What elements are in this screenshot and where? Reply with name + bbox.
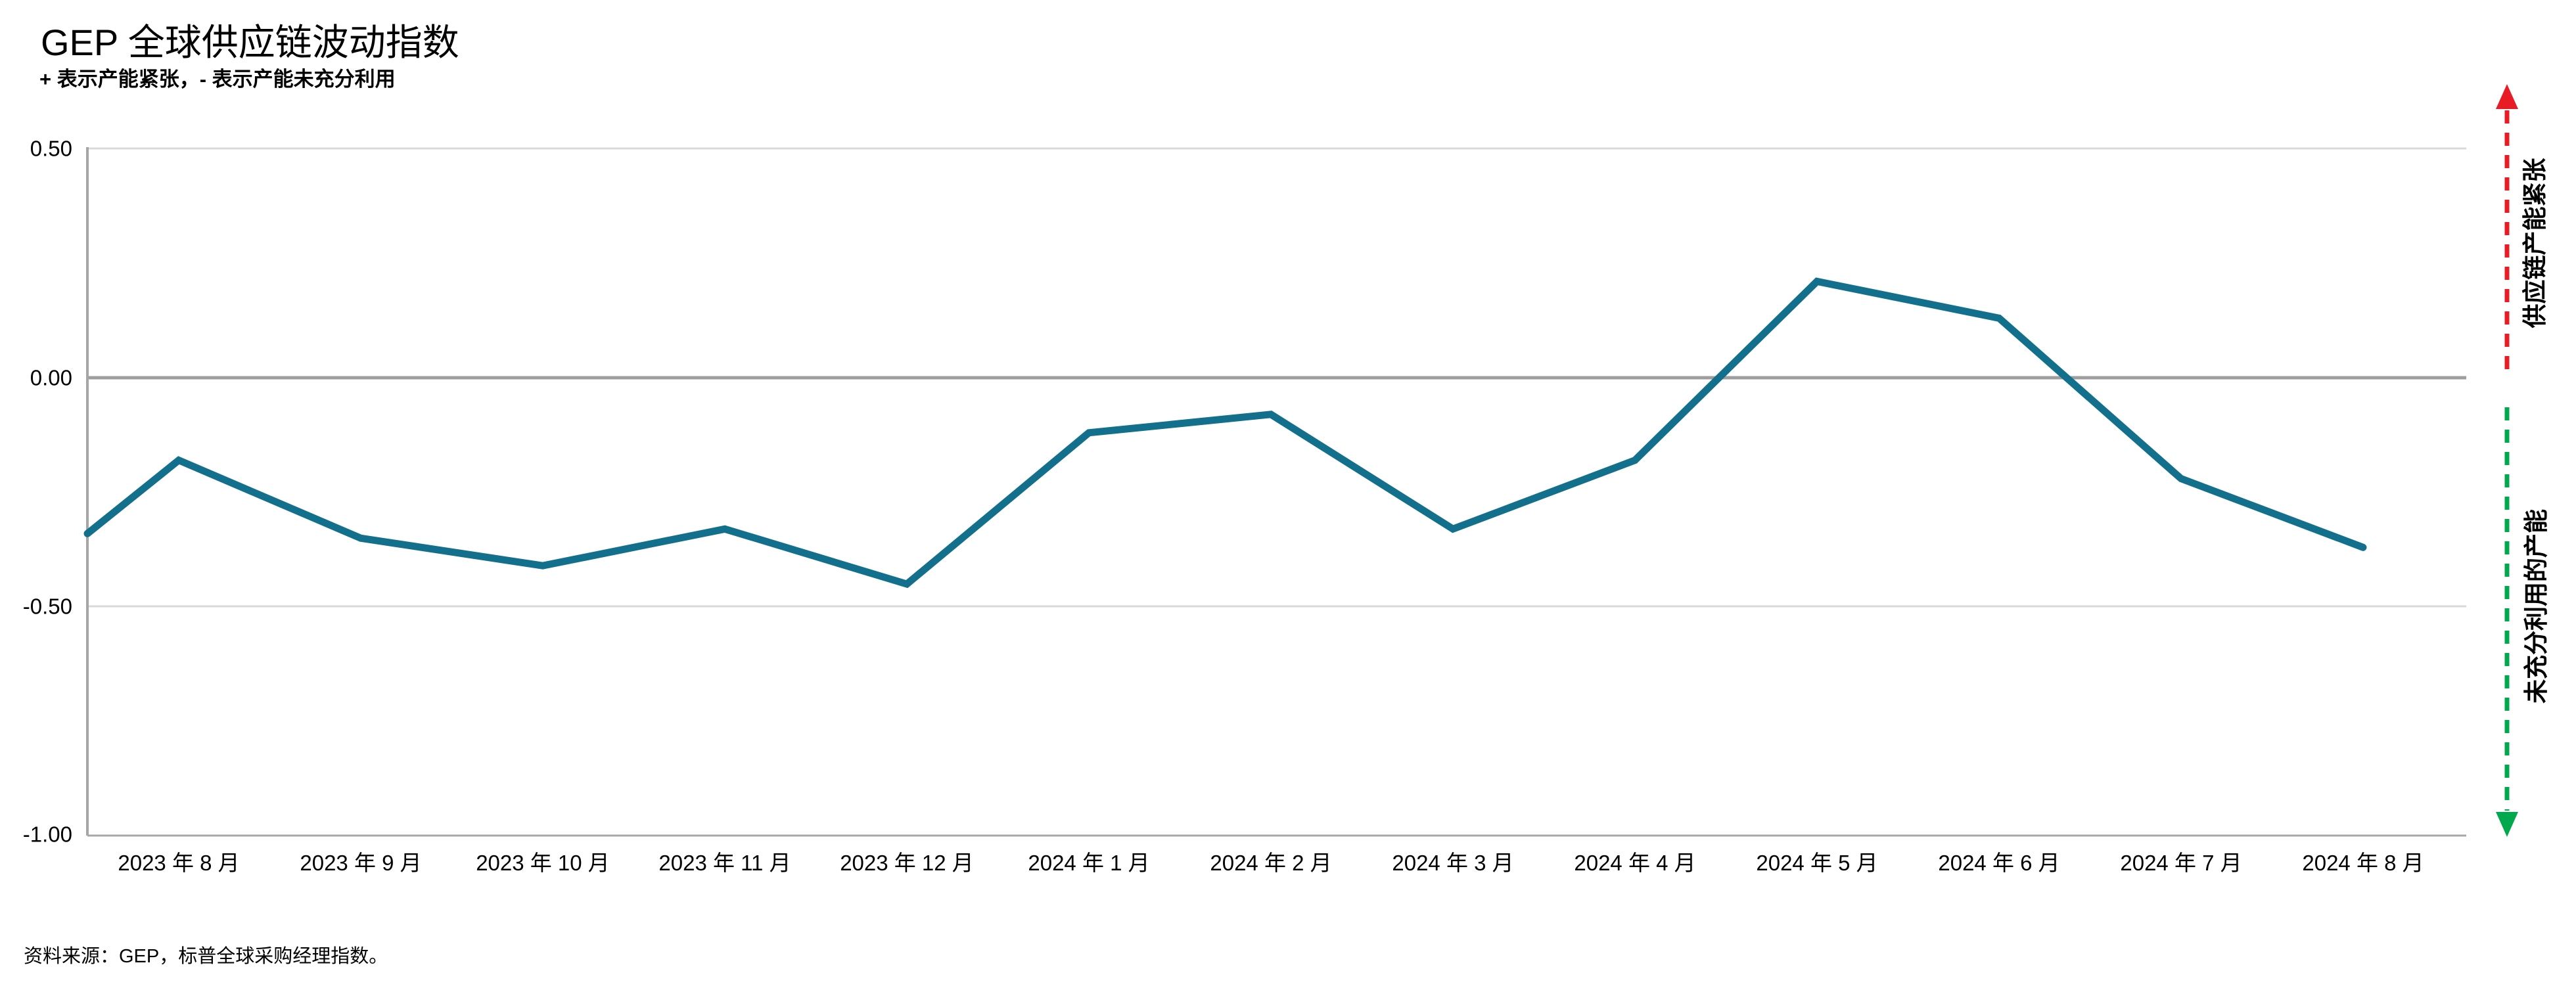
tight-capacity-label: 供应链产能紧张 bbox=[2521, 158, 2548, 328]
x-tick-label: 2023 年 12 月 bbox=[840, 851, 974, 875]
chart-title: GEP 全球供应链波动指数 bbox=[41, 22, 459, 63]
x-tick-label: 2024 年 4 月 bbox=[1574, 851, 1695, 875]
x-tick-label: 2024 年 7 月 bbox=[2120, 851, 2242, 875]
chart-subtitle: + 表示产能紧张，- 表示产能未充分利用 bbox=[39, 68, 396, 91]
x-tick-label: 2023 年 9 月 bbox=[300, 851, 421, 875]
y-tick-label: 0.50 bbox=[30, 137, 72, 161]
y-tick-label: -1.00 bbox=[23, 822, 72, 847]
y-tick-label: 0.00 bbox=[30, 366, 72, 390]
underutilized-capacity-label: 未充分利用的产能 bbox=[2523, 509, 2550, 704]
x-tick-label: 2024 年 3 月 bbox=[1392, 851, 1513, 875]
down-arrow-head-icon bbox=[2496, 812, 2518, 837]
x-tick-label: 2023 年 11 月 bbox=[658, 851, 791, 875]
x-tick-label: 2024 年 2 月 bbox=[1210, 851, 1331, 875]
x-tick-label: 2023 年 8 月 bbox=[118, 851, 239, 875]
x-tick-label: 2024 年 5 月 bbox=[1756, 851, 1877, 875]
x-tick-label: 2024 年 8 月 bbox=[2302, 851, 2424, 875]
x-tick-label: 2023 年 10 月 bbox=[476, 851, 610, 875]
up-arrow-head-icon bbox=[2496, 84, 2518, 109]
y-tick-label: -0.50 bbox=[23, 594, 72, 619]
source-note: 资料来源：GEP，标普全球采购经理指数。 bbox=[24, 946, 388, 967]
index-line bbox=[83, 277, 2367, 589]
x-tick-label: 2024 年 6 月 bbox=[1938, 851, 2059, 875]
x-tick-label: 2024 年 1 月 bbox=[1028, 851, 1149, 875]
